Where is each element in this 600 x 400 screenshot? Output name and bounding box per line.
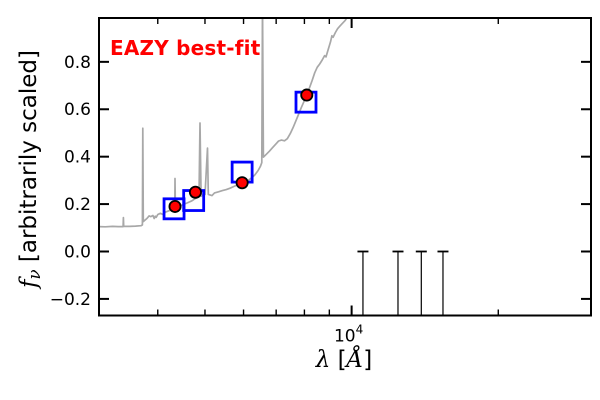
y-label-text: [arbitrarily scaled] <box>16 50 42 270</box>
x-unit-bracket-close: ] <box>363 347 373 373</box>
observed-photometry-marker <box>235 176 249 190</box>
y-tick-label: 0.0 <box>64 242 91 262</box>
y-tick-label: 0.8 <box>64 53 91 73</box>
observed-photometry-marker <box>300 88 314 102</box>
observed-photometry-marker <box>188 185 202 199</box>
x-tick-label: 104 <box>334 323 363 347</box>
y-tick-label: 0.6 <box>64 100 91 120</box>
y-tick-label: −0.2 <box>50 290 91 310</box>
nu-subscript: ν <box>25 269 45 280</box>
spectrum-line <box>99 18 348 228</box>
angstrom-symbol: Å <box>346 347 364 373</box>
y-tick-label: 0.4 <box>64 148 91 168</box>
lambda-symbol: λ <box>315 347 331 373</box>
best-fit-annotation: EAZY best-fit <box>110 36 261 60</box>
x-axis-label: λ [Å] <box>244 347 444 373</box>
observed-photometry-marker <box>168 199 182 213</box>
plot-frame <box>98 17 592 317</box>
y-tick-label: 0.2 <box>64 195 91 215</box>
x-unit-bracket-open: [ <box>330 347 347 373</box>
flux-symbol: f <box>16 279 42 288</box>
y-axis-label: fν [arbitrarily scaled] <box>16 50 45 288</box>
